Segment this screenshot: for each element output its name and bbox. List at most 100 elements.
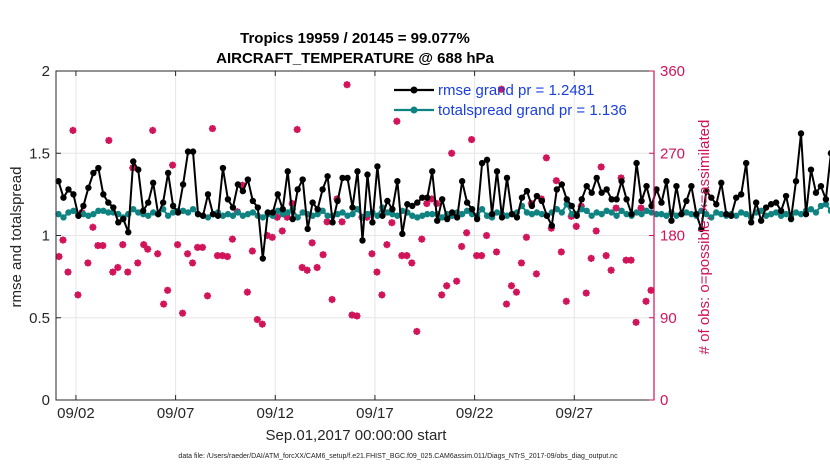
obs-count-point	[178, 309, 187, 317]
totalspread-point	[85, 212, 92, 219]
rmse-point	[792, 178, 800, 185]
obs-assimilated-marker	[468, 135, 476, 144]
obs-count-point	[463, 229, 471, 237]
rmse-point	[359, 237, 366, 244]
rmse-point	[668, 217, 675, 224]
totalspread-point	[583, 207, 590, 215]
rmse-point	[613, 196, 620, 203]
obs-count-point	[607, 266, 615, 274]
rmse-point	[364, 171, 371, 178]
rmse-point	[777, 207, 785, 215]
obs-count-point	[612, 204, 620, 212]
rmse-point	[673, 182, 680, 190]
y2-tick-label: 270	[660, 145, 685, 162]
obs-assimilated-marker	[283, 213, 291, 221]
rmse-point	[55, 178, 62, 185]
rmse-point	[174, 209, 182, 216]
totalspread-point	[713, 209, 720, 216]
totalspread-point	[105, 209, 112, 216]
obs-count-point	[243, 288, 251, 296]
totalspread-point	[673, 212, 680, 219]
x-tick-label: 09/02	[57, 405, 95, 422]
obs-count-point	[393, 117, 401, 125]
rmse-point	[653, 186, 660, 193]
obs-count-point	[532, 270, 540, 278]
obs-count-point	[144, 245, 152, 253]
rmse-point	[458, 178, 466, 185]
rmse-point	[95, 164, 102, 172]
rmse-point	[85, 184, 92, 191]
totalspread-point	[827, 207, 830, 214]
totalspread-point	[598, 210, 605, 218]
obs-count-point	[164, 286, 172, 294]
obs-assimilated-marker	[592, 227, 600, 235]
totalspread-point	[364, 210, 371, 218]
rmse-point	[827, 150, 830, 157]
totalspread-point	[817, 202, 825, 210]
totalspread-point	[90, 210, 97, 218]
rmse-point	[279, 205, 286, 213]
y2-tick-label: 360	[660, 63, 685, 80]
obs-count-point	[418, 235, 426, 243]
rmse-point	[498, 214, 506, 221]
totalspread-point	[314, 210, 321, 218]
obs-assimilated-marker	[597, 163, 605, 171]
rmse-point	[822, 196, 830, 203]
rmse-point	[663, 178, 670, 185]
totalspread-point	[374, 212, 381, 219]
obs-assimilated-marker	[319, 251, 327, 259]
rmse-point	[543, 212, 551, 219]
totalspread-point	[274, 207, 281, 215]
legend-rmse-marker	[410, 86, 418, 94]
totalspread-point	[189, 205, 197, 213]
obs-assimilated-marker	[253, 315, 261, 324]
totalspread-point	[204, 214, 212, 221]
totalspread-point	[229, 212, 237, 219]
rmse-point	[154, 210, 162, 218]
obs-count-point	[458, 242, 466, 251]
obs-assimilated-marker	[99, 241, 107, 250]
obs-assimilated-marker	[248, 247, 256, 255]
obs-count-point	[248, 247, 256, 255]
totalspread-point	[144, 212, 152, 219]
obs-count-point	[208, 124, 217, 133]
obs-count-point	[468, 135, 476, 144]
y-axis-label: rmse and totalspread	[8, 167, 25, 308]
totalspread-point	[463, 207, 471, 215]
rmse-point	[588, 189, 595, 196]
rmse-point	[757, 217, 765, 224]
rmse-point	[723, 210, 730, 218]
rmse-point	[105, 199, 112, 206]
obs-assimilated-marker	[208, 124, 217, 133]
obs-assimilated-marker	[198, 243, 207, 251]
totalspread-point	[683, 209, 690, 216]
totalspread-point	[458, 210, 466, 218]
totalspread-point	[224, 210, 232, 218]
obs-count-point	[552, 177, 560, 185]
obs-assimilated-marker	[413, 327, 421, 336]
obs-count-point	[522, 233, 531, 241]
obs-assimilated-marker	[308, 239, 316, 247]
obs-count-point	[448, 149, 456, 157]
obs-assimilated-marker	[587, 254, 595, 262]
rmse-point	[100, 191, 107, 198]
obs-assimilated-marker	[448, 149, 456, 157]
rmse-point	[204, 191, 212, 198]
obs-count-point	[368, 250, 376, 258]
obs-count-point	[338, 218, 346, 226]
obs-assimilated-marker	[149, 126, 157, 135]
totalspread-point	[483, 212, 491, 219]
totalspread-point	[718, 210, 725, 218]
x-tick-label: 09/12	[256, 405, 294, 422]
rmse-point	[289, 215, 296, 223]
rmse-point	[463, 199, 471, 206]
obs-count-point	[169, 161, 177, 169]
obs-assimilated-marker	[572, 222, 580, 230]
y2-tick-label: 90	[660, 310, 677, 327]
obs-count-point	[69, 126, 77, 135]
obs-assimilated-marker	[263, 231, 271, 240]
obs-count-point	[89, 223, 97, 231]
obs-count-point	[388, 219, 396, 227]
obs-assimilated-marker	[642, 297, 650, 305]
rmse-point	[548, 222, 556, 229]
